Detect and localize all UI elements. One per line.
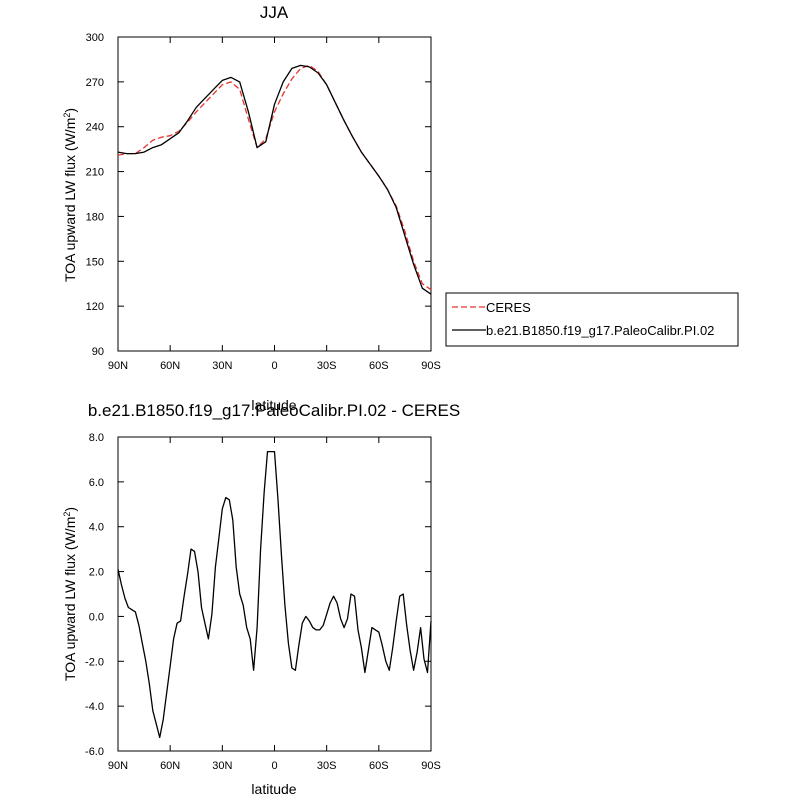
bottom-ytick-label: 0.0 xyxy=(89,611,104,623)
legend-label-model: b.e21.B1850.f19_g17.PaleoCalibr.PI.02 xyxy=(486,323,714,338)
top-ytick-label: 150 xyxy=(86,256,104,268)
top-x-ticks: 90N 60N 30N 0 30S 60S 90S xyxy=(108,37,441,372)
top-series-line-1 xyxy=(117,64,432,295)
top-ytick-label: 240 xyxy=(86,122,104,134)
bottom-ytick-label: 6.0 xyxy=(89,477,104,489)
top-plot-frame xyxy=(117,36,432,352)
bottom-ytick-label: 4.0 xyxy=(89,522,104,534)
top-series-line-0 xyxy=(117,64,432,291)
top-xtick-label: 30S xyxy=(317,360,337,372)
top-ytick-label: 90 xyxy=(92,346,104,358)
top-xtick-label: 60N xyxy=(160,360,180,372)
legend-box xyxy=(445,292,739,347)
bottom-x-ticks: 90N 60N 30N 0 30S 60S 90S xyxy=(108,437,441,772)
top-y-axis-label: TOA upward LW flux (W/m2) xyxy=(62,108,78,282)
bottom-ytick-label: -2.0 xyxy=(85,656,104,668)
top-ytick-label: 180 xyxy=(86,211,104,223)
bottom-panel: b.e21.B1850.f19_g17.PaleoCalibr.PI.02 - … xyxy=(62,401,460,797)
legend: CERES b.e21.B1850.f19_g17.PaleoCalibr.PI… xyxy=(445,292,739,347)
bottom-xtick-label: 60N xyxy=(160,760,180,772)
top-ytick-label: 300 xyxy=(86,32,104,44)
legend-label-ceres: CERES xyxy=(486,300,531,315)
bottom-xtick-label: 60S xyxy=(369,760,389,772)
bottom-ytick-label: -6.0 xyxy=(85,746,104,758)
top-ytick-label: 270 xyxy=(86,77,104,89)
bottom-ytick-label: 8.0 xyxy=(89,432,104,444)
top-xtick-label: 0 xyxy=(271,360,277,372)
top-chart-title: JJA xyxy=(260,3,289,22)
top-xtick-label: 60S xyxy=(369,360,389,372)
bottom-y-axis-label: TOA upward LW flux (W/m2) xyxy=(62,507,78,681)
top-panel: JJA 90 120 150 180 210 240 270 300 90N 60N 30N 0 30… xyxy=(62,3,739,413)
bottom-xtick-label: 30N xyxy=(212,760,232,772)
top-x-axis-label: latitude xyxy=(251,397,296,413)
bottom-y-ticks: -6.0 -4.0 -2.0 0.0 2.0 4.0 6.0 8.0 xyxy=(85,432,431,758)
top-xtick-label: 90N xyxy=(108,360,128,372)
top-series xyxy=(117,64,432,295)
top-xtick-label: 30N xyxy=(212,360,232,372)
top-ytick-label: 120 xyxy=(86,301,104,313)
bottom-ytick-label: -4.0 xyxy=(85,701,104,713)
bottom-chart-title: b.e21.B1850.f19_g17.PaleoCalibr.PI.02 - … xyxy=(88,401,460,420)
top-ytick-label: 210 xyxy=(86,167,104,179)
top-y-ticks: 90 120 150 180 210 240 270 300 xyxy=(86,32,431,358)
bottom-xtick-label: 30S xyxy=(317,760,337,772)
bottom-xtick-label: 90N xyxy=(108,760,128,772)
bottom-series xyxy=(117,450,432,739)
bottom-series-line-0 xyxy=(117,450,432,739)
top-xtick-label: 90S xyxy=(421,360,441,372)
bottom-xtick-label: 0 xyxy=(271,760,277,772)
bottom-xtick-label: 90S xyxy=(421,760,441,772)
bottom-x-axis-label: latitude xyxy=(251,781,296,797)
bottom-ytick-label: 2.0 xyxy=(89,567,104,579)
